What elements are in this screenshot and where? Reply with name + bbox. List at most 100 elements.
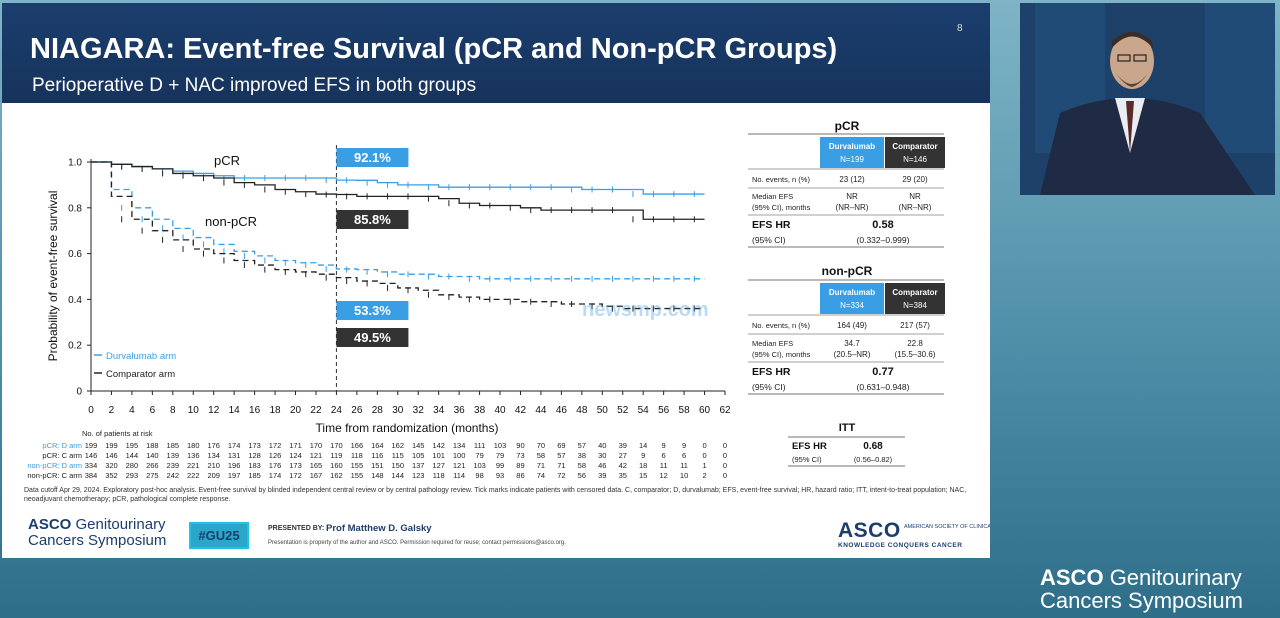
risk-cell: 9 [641,451,645,460]
risk-cell: 172 [269,441,282,450]
slide-header: NIAGARA: Event-free Survival (pCR and No… [2,3,990,103]
risk-cell: 199 [105,441,118,450]
nonpcr-median-d-1: 34.7 [844,339,860,348]
risk-cell: 173 [248,441,261,450]
risk-cell: 119 [330,451,342,460]
risk-cell: 167 [310,471,323,480]
itt-hr-value: 0.68 [863,441,883,452]
nonpcr-median-c-2: (15.5–30.6) [895,350,936,359]
risk-table-title: No. of patients at risk [82,429,153,438]
conference-logo-brand: ASCO [1040,565,1104,590]
x-tick-label: 44 [535,405,547,416]
risk-cell: 134 [207,451,220,460]
pcr-events-label: No. events, n (%) [752,175,810,184]
asco-logo: ASCO AMERICAN SOCIETY OF CLINICAL ONCOLO… [838,519,990,549]
footnote: Data cutoff Apr 29, 2024. Exploratory po… [24,487,967,503]
risk-cell: 173 [289,461,302,470]
hashtag-badge: #GU25 [189,522,249,549]
risk-cell: 30 [598,451,606,460]
pcr-table: pCR Durvalumab N=199 Comparator N=146 No… [748,119,945,248]
x-tick-label: 50 [597,405,609,416]
risk-cell: 79 [475,451,483,460]
risk-cell: 165 [310,461,323,470]
x-tick-label: 26 [351,405,363,416]
property-note: Presentation is property of the author a… [268,540,566,546]
risk-cell: 121 [453,461,466,470]
risk-cell: 183 [248,461,261,470]
risk-cell: 72 [557,471,565,480]
slide-title: NIAGARA: Event-free Survival (pCR and No… [30,33,838,65]
pcr-events-d: 23 (12) [839,175,865,184]
landmark-value: 85.8% [354,212,391,227]
itt-table-title: ITT [839,422,856,434]
nonpcr-table-title: non-pCR [822,264,873,278]
x-tick-label: 62 [719,405,731,416]
risk-cell: 58 [537,451,545,460]
risk-cell: 139 [167,451,180,460]
risk-cell: 0 [723,461,727,470]
label-pcr: pCR [214,153,240,168]
risk-cell: 210 [207,461,220,470]
risk-cell: 151 [371,461,384,470]
risk-cell: 116 [371,451,383,460]
asco-logo-text: ASCO [838,519,901,542]
risk-row-label: non-pCR: D arm [27,461,82,470]
x-tick-label: 4 [129,405,135,416]
risk-cell: 146 [105,451,118,460]
risk-cell: 57 [578,441,586,450]
slide-subtitle: Perioperative D + NAC improved EFS in bo… [32,75,477,96]
risk-cell: 196 [228,461,241,470]
nonpcr-ci-label: (95% CI) [752,382,786,392]
risk-table: pCR: D arm 199 199 195 188 185 180 176 174 173 172… [27,441,727,480]
landmark-value: 53.3% [354,303,391,318]
risk-cell: 124 [289,451,302,460]
x-tick-label: 18 [270,405,282,416]
risk-cell: 155 [351,471,364,480]
risk-cell: 195 [126,441,139,450]
risk-cell: 166 [351,441,364,450]
itt-hr-ci: (0.56–0.82) [854,455,893,464]
pcr-ci-label: (95% CI) [752,235,786,245]
risk-cell: 14 [639,441,647,450]
risk-cell: 93 [496,471,504,480]
risk-cell: 57 [557,451,565,460]
symposium-logo: ASCO Genitourinary Cancers Symposium [28,517,166,549]
pcr-median-label-1: Median EFS [752,192,793,201]
nonpcr-durvalumab-header: Durvalumab [829,288,875,297]
risk-cell: 137 [412,461,425,470]
nonpcr-hr-ci: (0.631–0.948) [857,382,910,392]
risk-cell: 1 [702,461,706,470]
x-axis-title: Time from randomization (months) [316,421,499,435]
risk-cell: 136 [187,451,200,460]
x-tick-label: 14 [229,405,241,416]
x-tick-label: 60 [699,405,711,416]
asco-logo-small: AMERICAN SOCIETY OF CLINICAL ONCOLOGY [904,524,990,530]
risk-cell: 134 [453,441,466,450]
landmark-boxes: 92.1% 85.8% 53.3% 49.5% [336,148,409,347]
risk-cell: 162 [392,441,405,450]
risk-cell: 6 [662,451,666,460]
x-tick-label: 12 [208,405,220,416]
risk-cell: 0 [723,451,727,460]
x-tick-label: 6 [150,405,156,416]
risk-cell: 242 [167,471,180,480]
symposium-logo-line1: Genitourinary [75,516,166,533]
x-tick-label: 24 [331,405,343,416]
risk-cell: 174 [228,441,241,450]
x-tick-label: 28 [372,405,384,416]
presented-by-label: PRESENTED BY: [268,525,325,532]
risk-cell: 98 [475,471,483,480]
y-tick-label: 0.2 [68,341,82,352]
itt-hr-label: EFS HR [792,441,827,452]
y-tick-label: 0.6 [68,249,82,260]
pcr-median-d-2: (NR–NR) [836,203,869,212]
risk-cell: 118 [351,451,363,460]
risk-cell: 39 [619,441,627,450]
y-tick-label: 0 [76,387,82,398]
risk-cell: 79 [496,451,504,460]
x-tick-label: 32 [413,405,425,416]
x-tick-label: 54 [638,405,650,416]
risk-cell: 73 [516,451,524,460]
itt-table: ITT EFS HR (95% CI) 0.68 (0.56–0.82) [788,422,905,467]
conference-logo-line1: Genitourinary [1109,565,1242,590]
